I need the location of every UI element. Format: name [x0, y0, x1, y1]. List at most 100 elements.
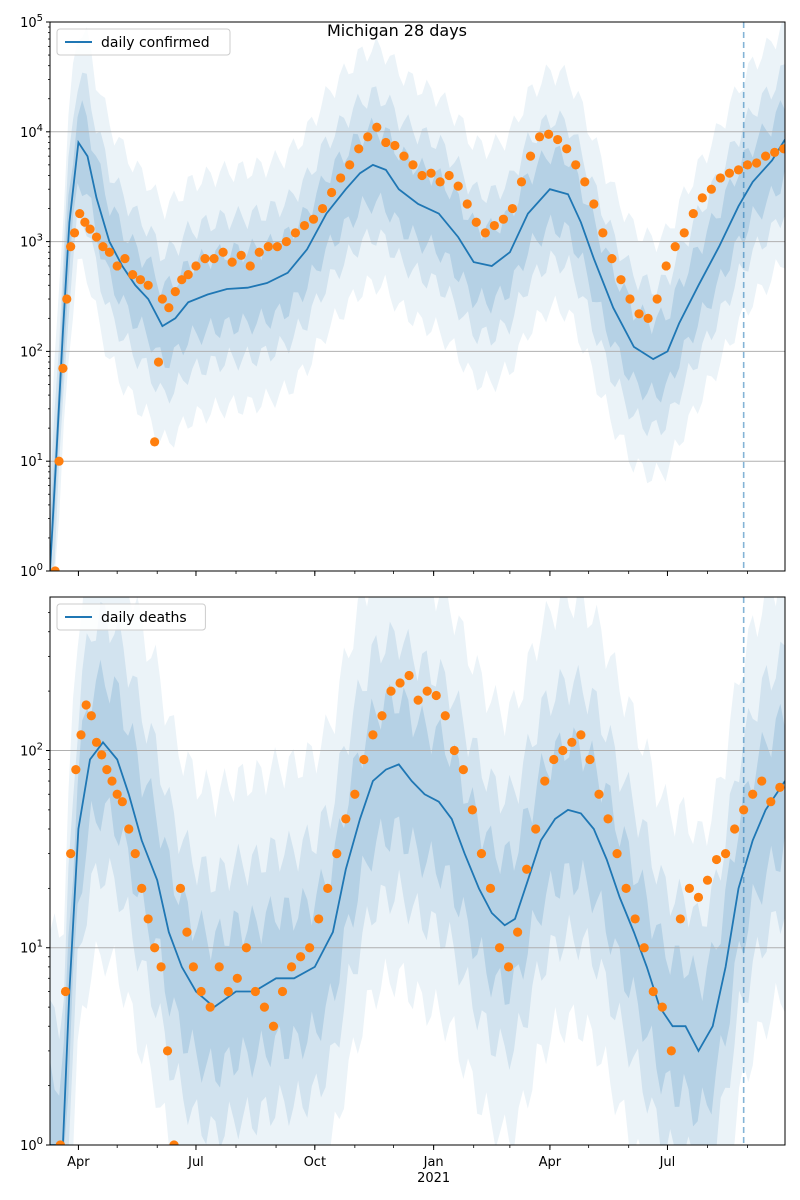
- series-line-median: [50, 139, 785, 571]
- y-tick-label: 103: [20, 233, 43, 251]
- data-point: [62, 294, 72, 304]
- data-point: [143, 280, 153, 290]
- data-point: [594, 789, 604, 799]
- data-point: [137, 883, 147, 893]
- chart-title: Michigan 28 days: [327, 21, 467, 40]
- data-point: [54, 456, 64, 466]
- data-point: [652, 294, 662, 304]
- data-point: [107, 776, 117, 786]
- data-point: [413, 695, 423, 705]
- legend-box: [56, 28, 231, 56]
- legend: daily deaths: [56, 603, 206, 631]
- data-point: [277, 986, 288, 997]
- data-point: [485, 883, 496, 893]
- data-point: [697, 193, 707, 203]
- data-point: [440, 711, 450, 721]
- data-point: [607, 254, 617, 264]
- x-tick-label: Apr: [539, 1155, 562, 1170]
- data-point: [350, 789, 360, 799]
- data-point: [97, 750, 107, 760]
- data-point: [305, 943, 315, 953]
- data-point: [150, 943, 160, 953]
- data-point: [702, 875, 713, 885]
- data-point: [188, 962, 198, 972]
- data-point: [757, 776, 767, 786]
- data-point: [770, 147, 780, 157]
- data-point: [503, 962, 514, 972]
- data-point: [426, 168, 436, 178]
- data-point: [761, 151, 771, 161]
- data-point: [471, 217, 481, 227]
- data-point: [128, 270, 138, 280]
- data-point: [494, 943, 505, 953]
- data-point: [214, 962, 224, 972]
- y-tick-label: 101: [20, 452, 43, 470]
- data-point: [507, 203, 518, 214]
- data-point: [272, 242, 282, 252]
- y-tick-label: 100: [20, 1136, 43, 1154]
- data-point: [634, 309, 644, 319]
- data-point: [639, 943, 649, 953]
- data-point: [241, 943, 251, 953]
- x-tick-label: Jul: [187, 1155, 204, 1170]
- data-point: [336, 173, 346, 183]
- band-1: [50, 597, 785, 1145]
- data-point: [630, 914, 640, 924]
- data-point: [544, 129, 554, 139]
- data-point: [585, 754, 595, 765]
- band-2: [50, 602, 785, 1145]
- panel-daily-confirmed: 100 101 102 103 104 105 daily confirmed: [20, 13, 786, 580]
- y-tick-label: 104: [20, 123, 43, 141]
- data-point: [50, 566, 60, 571]
- data-point: [670, 242, 680, 252]
- x-tick-label: Jan: [423, 1155, 444, 1170]
- data-point: [417, 170, 427, 181]
- data-point: [175, 883, 186, 893]
- data-point: [85, 224, 95, 234]
- observed-points: [55, 670, 785, 1145]
- data-point: [281, 237, 291, 247]
- data-point: [157, 294, 167, 304]
- data-point: [182, 927, 192, 937]
- data-point: [666, 1046, 676, 1056]
- data-point: [345, 160, 355, 170]
- data-point: [263, 242, 273, 252]
- data-point: [612, 849, 622, 859]
- data-point: [236, 250, 246, 260]
- data-point: [259, 1002, 270, 1012]
- data-point: [169, 1140, 179, 1145]
- data-point: [250, 986, 260, 997]
- data-point: [170, 287, 180, 297]
- data-point: [354, 144, 364, 154]
- data-point: [531, 824, 541, 834]
- uncertainty-bands: [50, 22, 785, 571]
- data-point: [766, 797, 776, 807]
- y-tick-label: 100: [20, 562, 43, 580]
- axes-frame: [49, 596, 786, 1146]
- data-point: [444, 170, 454, 181]
- y-tick-label: 105: [20, 13, 43, 31]
- data-point: [435, 177, 445, 187]
- data-point: [164, 303, 174, 313]
- y-tick-label: 102: [20, 342, 43, 360]
- data-point: [323, 883, 333, 893]
- data-point: [81, 700, 91, 710]
- x-tick-label: Apr: [67, 1155, 90, 1170]
- data-point: [549, 754, 559, 765]
- data-point: [458, 765, 468, 775]
- data-point: [775, 782, 785, 792]
- data-point: [254, 247, 264, 257]
- data-point: [98, 242, 108, 252]
- y-tick-label: 101: [20, 939, 43, 957]
- data-point: [598, 228, 608, 238]
- data-point: [558, 745, 568, 756]
- band-3: [50, 100, 785, 571]
- data-point: [516, 177, 527, 187]
- data-point: [130, 849, 140, 859]
- data-point: [513, 927, 523, 937]
- data-point: [209, 254, 219, 264]
- legend: daily confirmed: [56, 28, 231, 56]
- data-point: [227, 257, 237, 267]
- data-point: [120, 254, 130, 264]
- data-point: [489, 220, 499, 231]
